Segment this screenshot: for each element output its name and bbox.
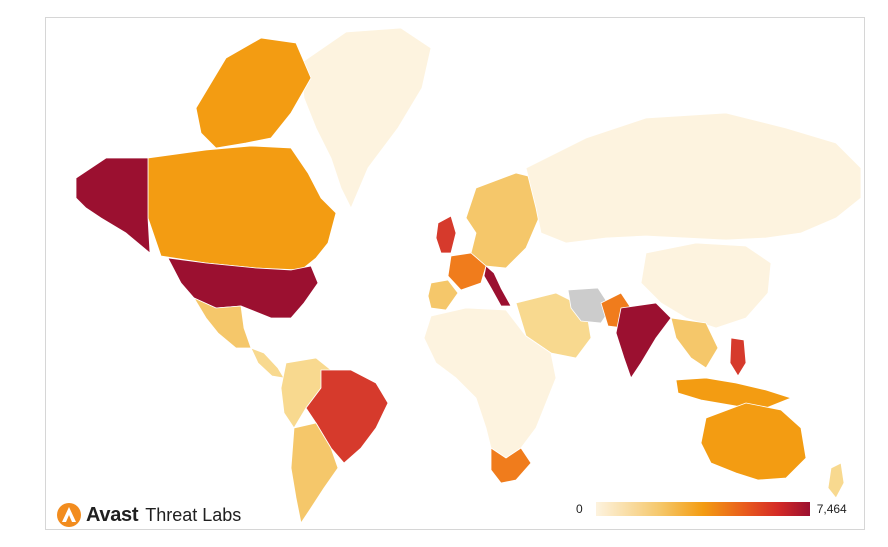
- legend-max-label: 7,464: [816, 502, 847, 516]
- country-alaska[interactable]: [75, 157, 151, 254]
- country-iberia[interactable]: [427, 279, 459, 311]
- legend-gradient-bar: [596, 502, 810, 516]
- country-uk[interactable]: [435, 215, 457, 254]
- country-argentina[interactable]: [290, 422, 339, 524]
- country-indonesia[interactable]: [675, 377, 792, 409]
- world-map-frame: Avast Threat Labs 0 7,464: [45, 17, 865, 530]
- country-canada-islands[interactable]: [195, 37, 312, 149]
- avast-logo-icon: [57, 503, 81, 527]
- world-map: [75, 27, 862, 524]
- country-china[interactable]: [640, 242, 772, 329]
- country-russia[interactable]: [525, 112, 862, 244]
- country-new-zealand[interactable]: [827, 462, 845, 499]
- legend-min-label: 0: [576, 502, 583, 516]
- country-india[interactable]: [615, 302, 672, 379]
- country-france[interactable]: [447, 252, 487, 291]
- legend-bar-spacer: [597, 502, 811, 516]
- country-italy[interactable]: [483, 265, 512, 307]
- country-iran[interactable]: [567, 287, 612, 324]
- country-greenland[interactable]: [300, 27, 432, 209]
- brand-name: Avast: [86, 503, 139, 526]
- country-canada[interactable]: [147, 145, 337, 271]
- country-southeast-asia[interactable]: [670, 317, 719, 369]
- country-south-africa[interactable]: [490, 447, 532, 484]
- country-philippines[interactable]: [729, 337, 747, 377]
- country-central-america[interactable]: [250, 347, 285, 379]
- country-australia[interactable]: [700, 402, 807, 481]
- brand-subtitle: Threat Labs: [145, 504, 242, 525]
- brand-lockup: Avast Threat Labs: [56, 502, 241, 528]
- country-europe[interactable]: [465, 172, 542, 269]
- color-legend: 0 7,464: [576, 499, 847, 519]
